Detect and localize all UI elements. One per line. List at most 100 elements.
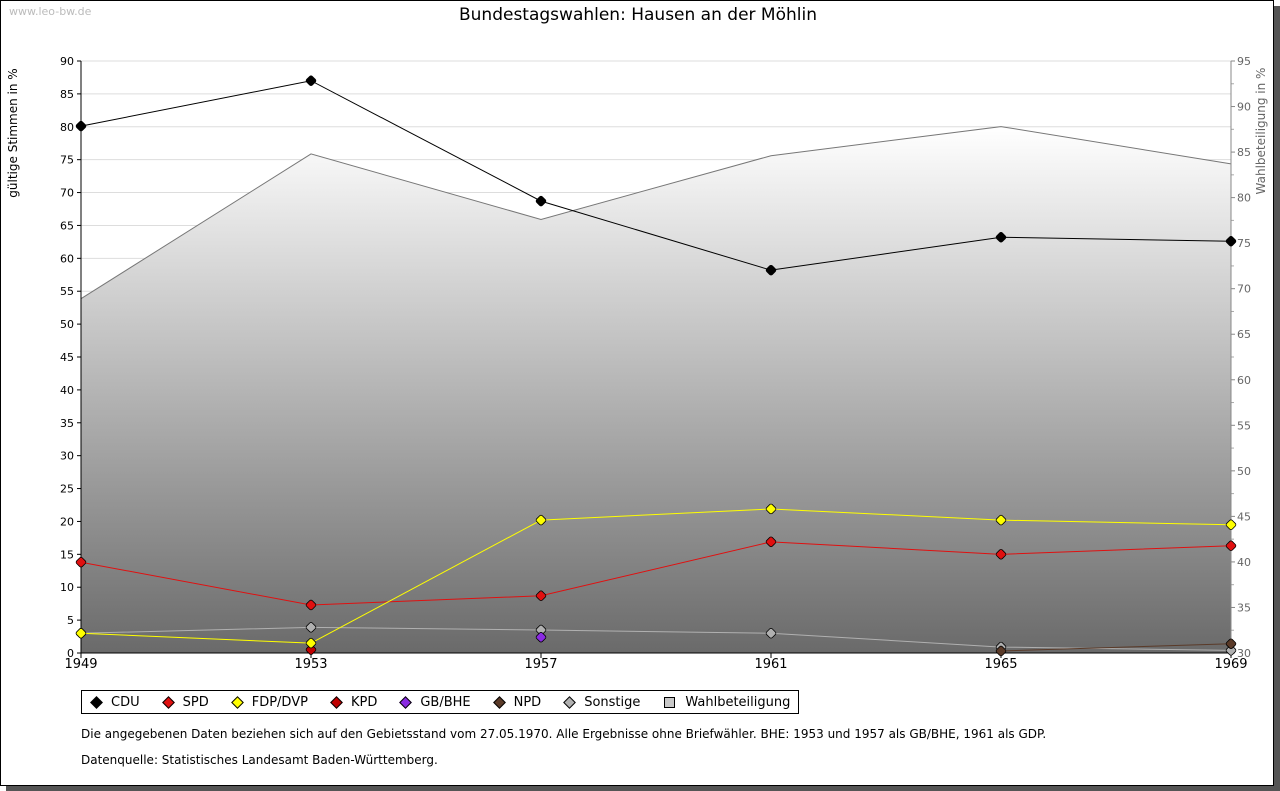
legend: CDU SPD FDP/DVP KPD GB/BHE NPD Sonstige Wahlbet…: [81, 690, 800, 714]
y-tick-label: 80: [60, 121, 74, 134]
data-point: [75, 556, 87, 568]
y2-tick-label: 45: [1237, 510, 1251, 523]
legend-label: Wahlbeteiligung: [685, 694, 791, 710]
y-tick-label: 15: [60, 548, 74, 561]
legend-item: GB/BHE: [397, 694, 471, 710]
series-line-spd: [80, 541, 1232, 606]
data-point: [765, 536, 777, 548]
series-line-sonstige: [80, 626, 1232, 651]
y-tick-label: 5: [67, 614, 74, 627]
data-point: [995, 514, 1007, 526]
legend-marker-icon: [492, 695, 506, 709]
legend-marker-icon: [90, 695, 103, 709]
data-point: [1225, 236, 1237, 247]
legend-marker-icon: [399, 695, 413, 709]
legend-label: CDU: [111, 694, 140, 710]
y-tick-label: 65: [60, 219, 74, 232]
data-point: [305, 622, 317, 633]
y-tick-label: 35: [60, 417, 74, 430]
x-tick-label: 1953: [294, 657, 327, 672]
data-point: [1225, 540, 1237, 552]
legend-item: FDP/DVP: [229, 695, 308, 710]
turnout-area: [81, 126, 1231, 654]
y-tick-label: 50: [60, 318, 74, 331]
legend-marker-icon: [664, 696, 676, 708]
y-tick-label: 60: [60, 252, 74, 265]
legend-item: KPD: [328, 695, 377, 710]
y-tick-label: 55: [60, 285, 74, 298]
data-point: [1225, 645, 1237, 656]
data-point: [535, 195, 547, 207]
watermark: www.leo-bw.de: [9, 5, 92, 18]
y-tick-label: 25: [60, 483, 74, 496]
data-point: [305, 599, 317, 611]
data-point: [765, 628, 777, 639]
y2-tick-label: 60: [1237, 374, 1251, 387]
legend-label: KPD: [350, 694, 378, 710]
data-point: [995, 549, 1007, 560]
chart-title: Bundestagswahlen: Hausen an der Möhlin: [458, 5, 817, 25]
y2-tick-label: 95: [1237, 55, 1251, 68]
series-line-fdpdvp: [80, 508, 1232, 644]
y-tick-label: 45: [60, 351, 74, 364]
legend-item: Wahlbeteiligung: [660, 695, 790, 710]
legend-label: FDP/DVP: [251, 694, 308, 710]
y-tick-label: 30: [60, 450, 74, 463]
y-tick-label: 90: [60, 55, 74, 68]
data-point: [535, 590, 547, 602]
data-point: [305, 75, 317, 86]
y2-tick-label: 35: [1237, 601, 1251, 614]
data-point: [1225, 519, 1237, 530]
y2-tick-label: 40: [1237, 556, 1251, 569]
legend-marker-icon: [161, 695, 175, 709]
legend-item: SPD: [160, 695, 209, 710]
y2-tick-label: 90: [1237, 101, 1251, 114]
turnout-line: [80, 126, 1232, 300]
y-tick-label: 10: [60, 581, 74, 594]
legend-item: CDU: [88, 695, 140, 710]
y2-tick-label: 80: [1237, 192, 1251, 205]
source-text: Datenquelle: Statistisches Landesamt Bad…: [81, 753, 438, 767]
x-tick-label: 1961: [754, 657, 787, 672]
legend-label: Sonstige: [584, 694, 641, 710]
x-tick-label: 1949: [64, 657, 97, 672]
y2-tick-label: 55: [1237, 419, 1251, 432]
note-text: Die angegebenen Daten beziehen sich auf …: [81, 727, 1047, 741]
y-axis-label: gültige Stimmen in %: [6, 68, 20, 197]
legend-item: NPD: [491, 694, 542, 710]
y2-tick-label: 50: [1237, 465, 1251, 478]
data-point: [535, 624, 547, 636]
legend-item: Sonstige: [561, 695, 640, 710]
data-point: [535, 514, 547, 526]
y2-tick-label: 75: [1237, 237, 1251, 250]
data-point: [995, 232, 1007, 243]
data-point: [765, 264, 777, 276]
y-tick-label: 70: [60, 187, 74, 200]
y2-tick-label: 85: [1237, 146, 1251, 159]
y2-tick-label: 70: [1237, 283, 1251, 296]
y2-tick-label: 30: [1237, 647, 1251, 660]
y-tick-label: 85: [60, 88, 74, 101]
x-tick-label: 1969: [1214, 657, 1247, 672]
legend-marker-icon: [330, 695, 343, 709]
y-tick-label: 75: [60, 154, 74, 167]
data-point: [75, 628, 87, 639]
series-line-npd: [1000, 643, 1232, 652]
data-point: [75, 120, 87, 132]
data-point: [1225, 638, 1237, 650]
legend-marker-icon: [230, 695, 244, 709]
legend-label: NPD: [513, 694, 542, 710]
data-point: [305, 644, 317, 655]
series-line-cdu: [80, 80, 1232, 271]
y-tick-label: 20: [60, 515, 74, 528]
y-tick-label: 0: [67, 647, 74, 660]
legend-label: SPD: [182, 694, 209, 710]
y-tick-label: 40: [60, 384, 74, 397]
x-tick-label: 1965: [984, 657, 1017, 672]
y2-tick-label: 65: [1237, 328, 1251, 341]
legend-marker-icon: [563, 695, 577, 709]
data-point: [535, 631, 547, 643]
y2-axis-label: Wahlbeteiligung in %: [1254, 68, 1268, 195]
legend-label: GB/BHE: [420, 694, 471, 710]
